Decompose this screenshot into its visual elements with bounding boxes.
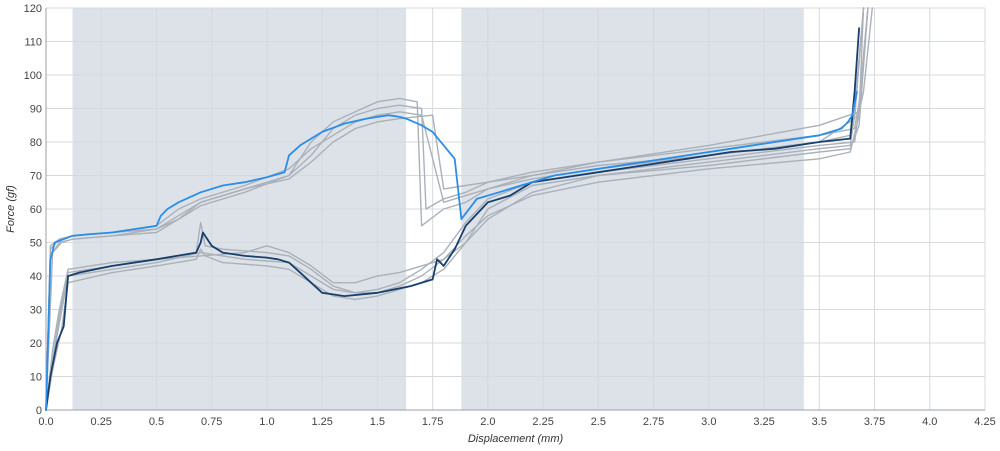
- x-tick-label: 4.25: [974, 416, 995, 428]
- x-tick-label: 0.5: [149, 416, 164, 428]
- y-tick-label: 0: [36, 405, 42, 417]
- y-tick-label: 70: [30, 171, 42, 183]
- y-tick-label: 90: [30, 104, 42, 116]
- other-trials-series-line: [45, 7, 869, 411]
- other-trials-series-line: [45, 7, 869, 411]
- y-axis-title: Force (gf): [5, 185, 17, 233]
- y-tick-label: 100: [24, 70, 42, 82]
- x-tick-label: 3.25: [753, 416, 774, 428]
- x-tick-label: 1.5: [370, 416, 385, 428]
- y-tick-label: 40: [30, 271, 42, 283]
- x-tick-label: 3.5: [812, 416, 827, 428]
- x-tick-label: 1.25: [311, 416, 332, 428]
- x-tick-label: 0.75: [201, 416, 222, 428]
- y-tick-label: 120: [24, 3, 42, 15]
- y-tick-label: 30: [30, 305, 42, 317]
- y-tick-labels: 0 10 20 30 40 50 60 70 80 90 100 110 120: [24, 3, 42, 417]
- axes: [45, 8, 985, 411]
- x-tick-label: 2.5: [591, 416, 606, 428]
- x-tick-label: 3.75: [864, 416, 885, 428]
- x-tick-label: 2.0: [480, 416, 495, 428]
- other-trials-series-line: [45, 7, 865, 411]
- x-tick-label: 0.0: [38, 416, 53, 428]
- y-tick-label: 10: [30, 372, 42, 384]
- series-lines: [45, 7, 873, 411]
- y-tick-label: 50: [30, 238, 42, 250]
- x-tick-label: 3.0: [701, 416, 716, 428]
- x-axis-title: Displacement (mm): [468, 433, 564, 445]
- highlight-lower-series-line: [45, 27, 860, 411]
- y-tick-label: 20: [30, 338, 42, 350]
- y-tick-label: 60: [30, 204, 42, 216]
- y-tick-label: 110: [24, 37, 42, 49]
- x-tick-labels: 0.0 0.25 0.5 0.75 1.0 1.25 1.5 1.75 2.0 2.25 2.5 2.…: [38, 416, 995, 428]
- x-tick-label: 4.0: [922, 416, 937, 428]
- x-tick-label: 0.25: [91, 416, 112, 428]
- x-tick-label: 2.75: [643, 416, 664, 428]
- other-trials-series-line: [45, 7, 873, 411]
- x-tick-label: 1.0: [259, 416, 274, 428]
- x-tick-label: 1.75: [422, 416, 443, 428]
- highlight-upper-series-line: [45, 90, 858, 411]
- y-tick-label: 80: [30, 137, 42, 149]
- x-tick-label: 2.25: [532, 416, 553, 428]
